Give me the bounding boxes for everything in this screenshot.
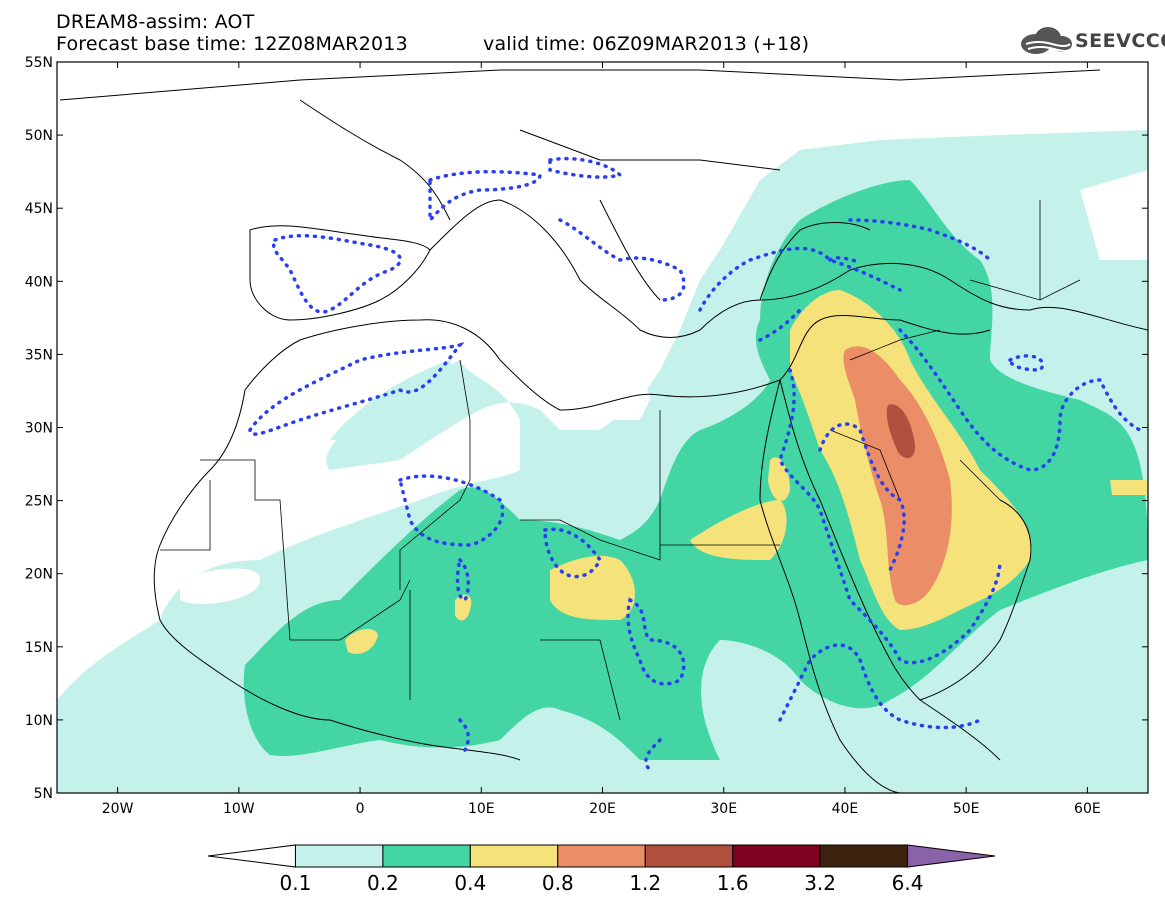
- cloud-logo-icon: [1021, 27, 1072, 54]
- lat-label: 25N: [25, 494, 53, 510]
- lon-label: 40E: [832, 801, 859, 817]
- lon-label: 60E: [1074, 801, 1101, 817]
- logo-text: SEEVCCC: [1075, 30, 1165, 52]
- lon-label: 20W: [102, 801, 134, 817]
- chart-title: DREAM8-assim: AOT: [56, 11, 255, 33]
- forecast-base-time: Forecast base time: 12Z08MAR2013: [56, 33, 408, 55]
- aot-band-0.8: [843, 346, 952, 606]
- valid-time: valid time: 06Z09MAR2013 (+18): [483, 33, 810, 55]
- lon-label: 10E: [468, 801, 495, 817]
- lat-label: 35N: [25, 347, 53, 363]
- lon-label: 20E: [589, 801, 616, 817]
- lat-label: 15N: [25, 640, 53, 656]
- lat-label: 45N: [25, 201, 53, 217]
- lon-label: 30E: [710, 801, 737, 817]
- lat-label: 30N: [25, 421, 53, 437]
- dotted-contours: [248, 156, 1142, 772]
- country-borders: [160, 200, 1081, 721]
- axis-ticks: [57, 61, 1148, 794]
- lat-label: 10N: [25, 713, 53, 729]
- aot-band-1.2: [886, 404, 916, 459]
- lat-label: 50N: [25, 128, 53, 144]
- coastlines: [59, 69, 1148, 793]
- lat-label: 5N: [34, 786, 53, 802]
- lon-label: 0: [356, 801, 365, 817]
- axis-labels: 55N 50N 45N 40N 35N 30N 25N 20N 15N 10N 5N 20W 10W 0 1…: [25, 55, 1101, 817]
- lat-label: 40N: [25, 274, 53, 290]
- lon-label: 10W: [223, 801, 255, 817]
- lon-label: 50E: [953, 801, 980, 817]
- lat-label: 55N: [25, 55, 53, 71]
- lat-label: 20N: [25, 567, 53, 583]
